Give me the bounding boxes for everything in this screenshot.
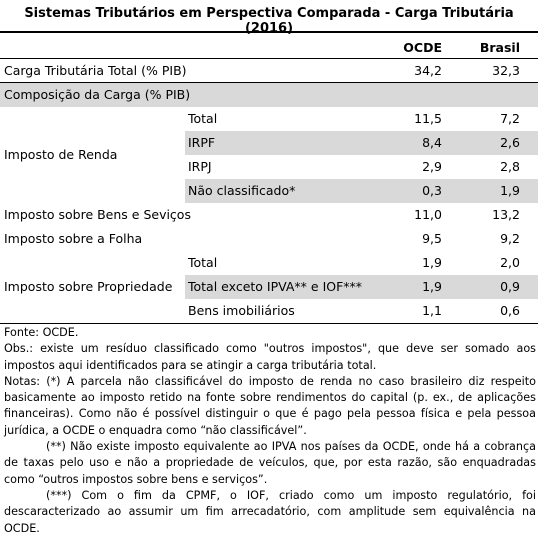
notes: Fonte: OCDE. Obs.: existe um resíduo clas…: [4, 325, 536, 537]
row-label: Imposto sobre Propriedade: [4, 279, 173, 294]
sub-label: Não classificado*: [188, 183, 296, 198]
rule: [0, 82, 538, 83]
value: 1,9: [500, 183, 520, 198]
value: 11,0: [414, 207, 442, 222]
row-label: Carga Tributária Total (% PIB): [4, 63, 187, 78]
sub-label: IRPF: [188, 135, 216, 150]
rule: [0, 323, 538, 324]
value: 11,5: [414, 111, 442, 126]
sub-label: Bens imobiliários: [188, 303, 295, 318]
note: Notas: (*) A parcela não classificável d…: [4, 374, 536, 437]
rule: [0, 58, 538, 59]
sub-label: Total exceto IPVA** e IOF***: [188, 279, 363, 294]
sub-label: Total: [188, 255, 218, 270]
value: 9,2: [500, 231, 520, 246]
value: 8,4: [422, 135, 442, 150]
row-label: Imposto sobre a Folha: [4, 231, 143, 246]
row-label: Imposto sobre Bens e Seviços: [4, 207, 191, 222]
value: 1,9: [422, 255, 442, 270]
value: 0,9: [500, 279, 520, 294]
row-band: [185, 275, 538, 299]
row-label: Imposto de Renda: [4, 147, 118, 162]
rule: [0, 31, 538, 33]
note: Obs.: existe um resíduo classificado com…: [4, 342, 536, 372]
value: 2,6: [500, 135, 520, 150]
note: (***) Com o fim da CPMF, o IOF, criado c…: [4, 488, 536, 535]
value: 0,6: [500, 303, 520, 318]
sub-label: Total: [188, 111, 218, 126]
value: 13,2: [492, 207, 520, 222]
value: 2,9: [422, 159, 442, 174]
col-header: Brasil: [479, 40, 520, 55]
note: Fonte: OCDE.: [4, 326, 79, 339]
value: 0,3: [422, 183, 442, 198]
sub-label: IRPJ: [188, 159, 212, 174]
value: 1,1: [422, 303, 442, 318]
value: 34,2: [414, 63, 442, 78]
row-band: [0, 83, 538, 107]
value: 2,0: [500, 255, 520, 270]
value: 1,9: [422, 279, 442, 294]
row-label: Composição da Carga (% PIB): [4, 87, 191, 102]
value: 2,8: [500, 159, 520, 174]
value: 7,2: [500, 111, 520, 126]
note: (**) Não existe imposto equivalente ao I…: [4, 440, 536, 486]
row-band: [185, 131, 538, 155]
col-header: OCDE: [403, 40, 442, 55]
row-band: [185, 179, 538, 203]
value: 32,3: [492, 63, 520, 78]
value: 9,5: [422, 231, 442, 246]
